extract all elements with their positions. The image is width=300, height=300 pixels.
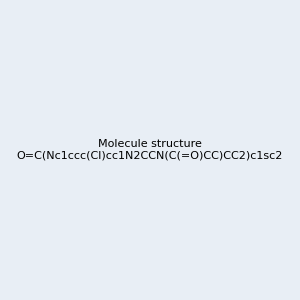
Text: Molecule structure
O=C(Nc1ccc(Cl)cc1N2CCN(C(=O)CC)CC2)c1sc2: Molecule structure O=C(Nc1ccc(Cl)cc1N2CC… (17, 139, 283, 161)
